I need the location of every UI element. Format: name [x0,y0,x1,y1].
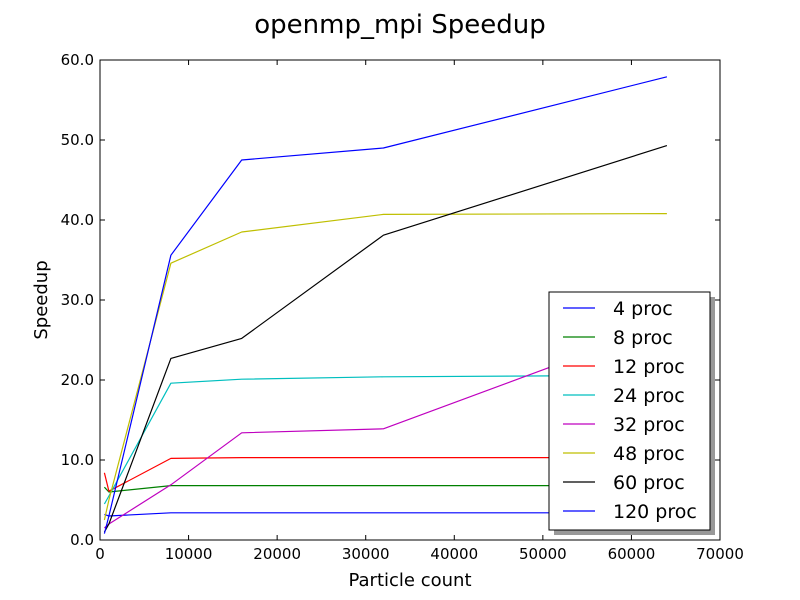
legend-label: 60 proc [613,472,685,494]
legend-label: 120 proc [613,501,697,523]
y-tick-label: 20.0 [61,371,94,389]
x-tick-label: 30000 [342,545,390,563]
series-line-24-proc [103,374,667,505]
legend-label: 8 proc [613,327,673,349]
legend-label: 48 proc [613,443,685,465]
y-tick-label: 30.0 [61,291,94,309]
series-lines [103,76,668,534]
legend: 4 proc 8 proc 12 proc 24 proc 32 proc 48 proc… [548,291,715,535]
y-axis-label: Speedup [31,260,52,339]
series-line-12-proc [103,457,667,492]
y-tick-label: 0.0 [70,531,94,549]
legend-label: 32 proc [613,414,685,436]
legend-label: 4 proc [613,298,673,320]
y-tick-label: 60.0 [61,51,94,69]
legend-box [548,291,711,531]
chart-title: openmp_mpi Speedup [254,10,546,40]
x-axis-label: Particle count [348,570,471,591]
x-tick-label: 20000 [253,545,301,563]
y-tick-label: 50.0 [61,131,94,149]
y-tick-label: 10.0 [61,451,94,469]
series-line-4-proc [104,512,667,517]
x-tick-label: 60000 [608,545,656,563]
series-line-8-proc [103,485,667,493]
x-tick-label: 70000 [696,545,744,563]
series-line-60-proc [103,145,668,533]
x-tick-label: 50000 [519,545,567,563]
series-line-48-proc [103,213,667,521]
x-tick-label: 40000 [430,545,478,563]
legend-label: 24 proc [613,385,685,407]
plot-frame [99,59,721,541]
series-line-120-proc [103,76,668,534]
x-tick-label: 10000 [165,545,213,563]
axis-ticks: 0 10000 20000 30000 40000 50000 60000 70000 0.0 1… [61,51,744,563]
y-tick-label: 40.0 [61,211,94,229]
x-tick-label: 0 [95,545,105,563]
legend-label: 12 proc [613,356,685,378]
